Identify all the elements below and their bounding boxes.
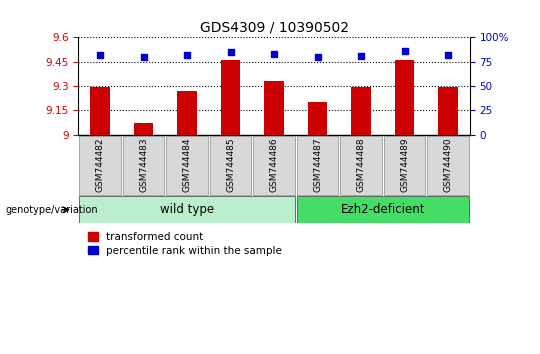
FancyBboxPatch shape (383, 136, 426, 195)
Point (444, 52, 453, 57)
Bar (90, 87, 110, 135)
FancyBboxPatch shape (427, 136, 469, 195)
Text: wild type: wild type (160, 203, 214, 216)
Point (357, 53, 366, 58)
Point (400, 48, 409, 54)
FancyBboxPatch shape (166, 136, 208, 195)
Point (313, 54, 322, 59)
Point (226, 49, 235, 55)
Bar (177, 91, 197, 135)
Bar (438, 87, 458, 135)
Title: GDS4309 / 10390502: GDS4309 / 10390502 (200, 21, 348, 35)
Legend: transformed count, percentile rank within the sample: transformed count, percentile rank withi… (84, 228, 286, 260)
Text: Ezh2-deficient: Ezh2-deficient (341, 203, 425, 216)
Text: GSM744490: GSM744490 (443, 137, 453, 192)
Point (96, 52, 104, 57)
FancyBboxPatch shape (123, 136, 165, 195)
Bar (308, 102, 327, 135)
Text: GSM744484: GSM744484 (183, 137, 192, 192)
Point (139, 54, 148, 59)
FancyBboxPatch shape (296, 196, 469, 223)
Text: GSM744487: GSM744487 (313, 137, 322, 192)
Bar (351, 87, 371, 135)
Text: GSM744485: GSM744485 (226, 137, 235, 192)
Bar (395, 60, 414, 135)
Bar (134, 123, 153, 135)
Point (183, 52, 191, 57)
Text: GSM744488: GSM744488 (356, 137, 366, 192)
Bar (264, 81, 284, 135)
Point (270, 51, 279, 57)
FancyBboxPatch shape (79, 196, 295, 223)
FancyBboxPatch shape (79, 136, 121, 195)
Text: GSM744482: GSM744482 (96, 137, 105, 192)
Text: GSM744483: GSM744483 (139, 137, 148, 192)
FancyBboxPatch shape (210, 136, 252, 195)
FancyBboxPatch shape (340, 136, 382, 195)
FancyBboxPatch shape (253, 136, 295, 195)
Text: GSM744486: GSM744486 (269, 137, 279, 192)
Text: GSM744489: GSM744489 (400, 137, 409, 192)
Bar (221, 60, 240, 135)
FancyBboxPatch shape (296, 136, 339, 195)
Text: genotype/variation: genotype/variation (5, 205, 98, 215)
